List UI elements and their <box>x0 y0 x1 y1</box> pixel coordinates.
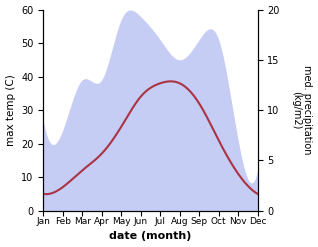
X-axis label: date (month): date (month) <box>109 231 192 242</box>
Y-axis label: med. precipitation
(kg/m2): med. precipitation (kg/m2) <box>291 65 313 155</box>
Y-axis label: max temp (C): max temp (C) <box>5 74 16 146</box>
